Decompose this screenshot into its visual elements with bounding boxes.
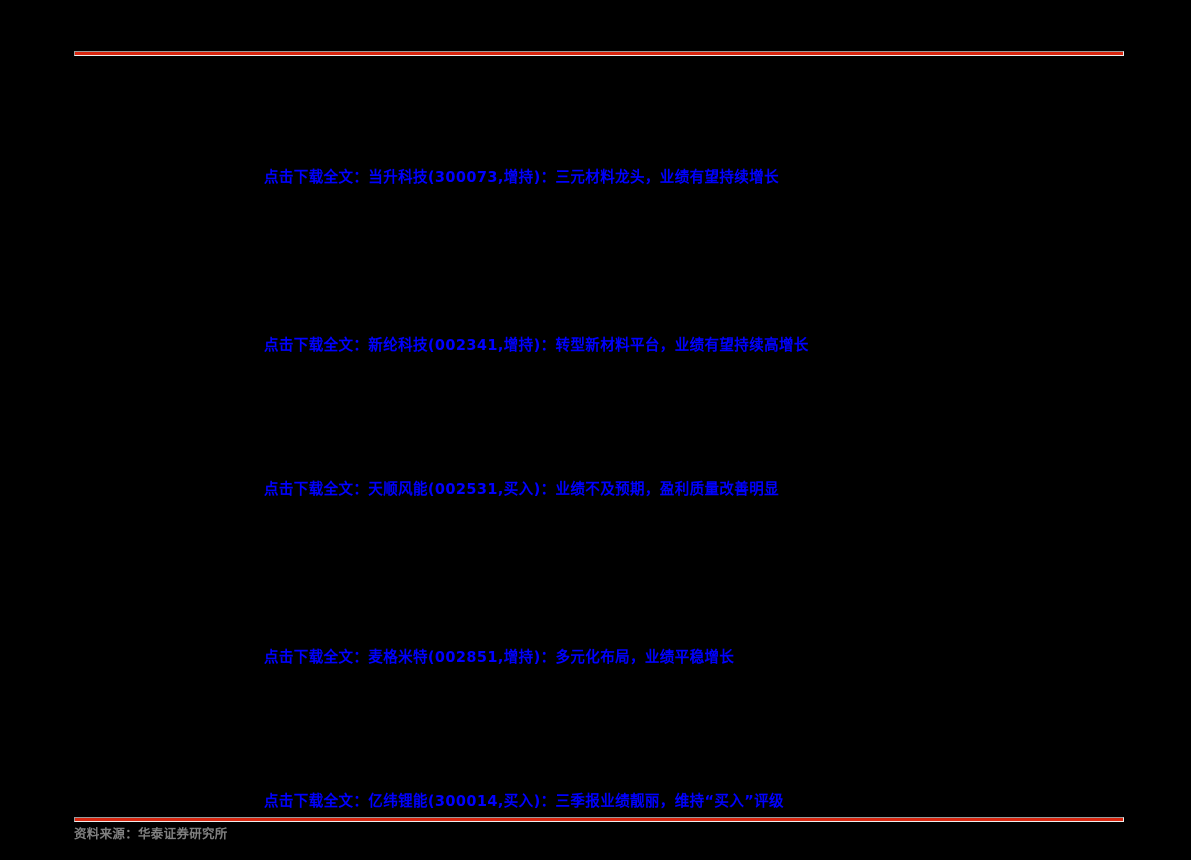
bottom-divider-rule [74,817,1124,822]
report-link-1[interactable]: 点击下载全文：当升科技(300073,增持)：三元材料龙头，业绩有望持续增长 [264,169,779,187]
top-divider-rule [74,51,1124,56]
report-link-2[interactable]: 点击下载全文：新纶科技(002341,增持)：转型新材料平台，业绩有望持续高增长 [264,337,809,355]
report-link-4[interactable]: 点击下载全文：麦格米特(002851,增持)：多元化布局，业绩平稳增长 [264,649,735,667]
report-link-5[interactable]: 点击下载全文：亿纬锂能(300014,买入)：三季报业绩靓丽，维持“买入”评级 [264,793,784,811]
report-link-list: 点击下载全文：当升科技(300073,增持)：三元材料龙头，业绩有望持续增长 点… [264,0,1164,860]
source-note: 资料来源：华泰证券研究所 [74,826,228,841]
report-link-3[interactable]: 点击下载全文：天顺风能(002531,买入)：业绩不及预期，盈利质量改善明显 [264,481,779,499]
